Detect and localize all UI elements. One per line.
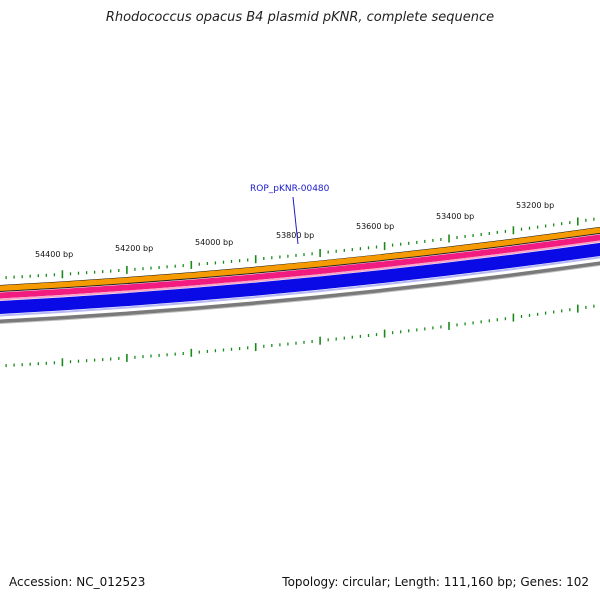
track-blue[interactable] (0, 242, 600, 314)
tick-label-54400: 54400 bp (35, 250, 73, 259)
upper-tick-row (5, 217, 595, 280)
tick-label-53400: 53400 bp (436, 212, 474, 221)
tick-label-54200: 54200 bp (115, 244, 153, 253)
feature-tracks (0, 226, 600, 324)
gene-label-rop-pknr-00480[interactable]: ROP_pKNR-00480 (250, 184, 330, 194)
track-pink[interactable] (0, 234, 600, 299)
tick-label-53200: 53200 bp (516, 201, 554, 210)
track-blue-light (0, 256, 600, 317)
tick-label-53600: 53600 bp (356, 222, 394, 231)
track-orange[interactable] (0, 227, 600, 292)
tick-label-53800: 53800 bp (276, 231, 314, 240)
sequence-summary: Topology: circular; Length: 111,160 bp; … (282, 575, 589, 589)
track-gray-edge (0, 264, 600, 324)
gene-label-leader (292, 196, 299, 245)
tick-label-54000: 54000 bp (195, 238, 233, 247)
lower-tick-row (5, 304, 595, 368)
accession-text: Accession: NC_012523 (9, 575, 146, 589)
track-gray[interactable] (0, 261, 600, 324)
track-light-pink (0, 240, 600, 301)
page-title: Rhodococcus opacus B4 plasmid pKNR, comp… (105, 10, 495, 25)
track-orange-edge (0, 232, 600, 292)
